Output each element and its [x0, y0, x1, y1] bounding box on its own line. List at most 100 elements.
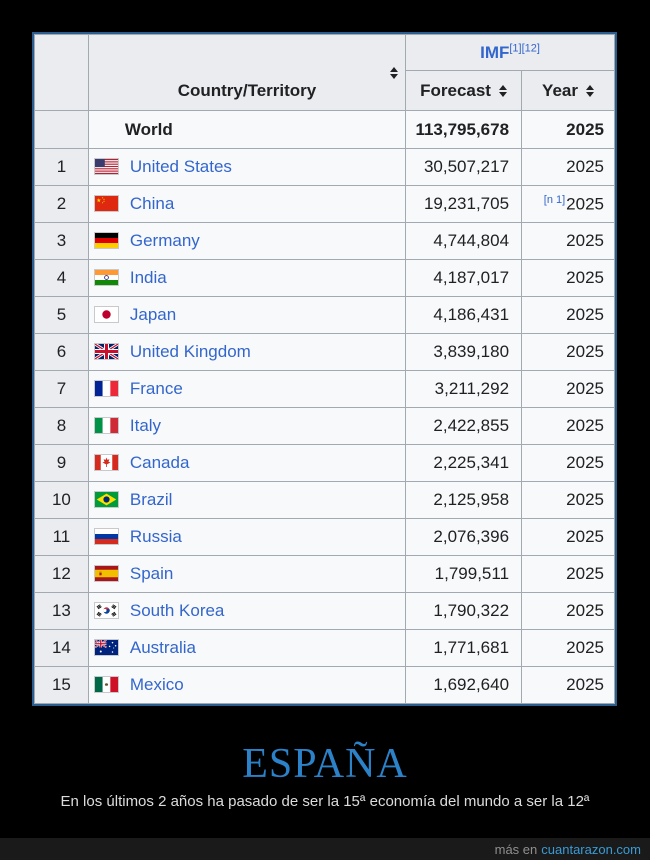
flag-de-icon [94, 233, 118, 248]
flag-fr-icon [94, 381, 118, 396]
table-row: 1 United States 30,507,217 2025 [34, 148, 615, 186]
sort-icon[interactable] [390, 66, 399, 79]
flag-br-icon [94, 492, 118, 507]
table-row: 15 Mexico 1,692,640 2025 [34, 666, 615, 704]
forecast-value: 1,692,640 [405, 666, 523, 704]
country-link[interactable]: China [129, 194, 175, 213]
year-value: 2025 [521, 518, 615, 556]
country-link[interactable]: Spain [129, 564, 174, 583]
sort-icon[interactable] [585, 85, 594, 98]
gdp-table: Country/Territory IMF[1][12] Forecast Ye… [32, 32, 617, 706]
country-link[interactable]: Australia [129, 638, 197, 657]
country-link[interactable]: India [129, 268, 167, 287]
year-value: 2025 [521, 148, 615, 186]
country-link[interactable]: France [129, 379, 183, 398]
year-value: 2025 [521, 592, 615, 630]
year-value: 2025 [521, 222, 615, 260]
flag-es-icon [94, 566, 118, 581]
imf-link[interactable]: IMF [480, 42, 510, 62]
world-forecast-value: 113,795,678 [405, 110, 523, 149]
forecast-value: 2,225,341 [405, 444, 523, 482]
rank-cell: 4 [34, 259, 89, 297]
year-value: 2025 [521, 444, 615, 482]
rank-cell: 5 [34, 296, 89, 334]
country-link[interactable]: Russia [129, 527, 182, 546]
country-link[interactable]: Canada [129, 453, 190, 472]
rank-cell: 13 [34, 592, 89, 630]
flag-mx-icon [94, 677, 118, 692]
forecast-value: 3,839,180 [405, 333, 523, 371]
flag-ru-icon [94, 529, 118, 544]
country-link[interactable]: United States [129, 157, 232, 176]
flag-in-icon [94, 270, 118, 285]
note-link[interactable]: [n 1] [543, 193, 566, 206]
world-row: World 113,795,678 2025 [34, 110, 615, 149]
flag-us-icon [94, 159, 118, 174]
flag-au-icon [94, 640, 118, 655]
year-value: 2025 [521, 666, 615, 704]
rank-cell: 11 [34, 518, 89, 556]
year-value: [n 1]2025 [521, 185, 615, 223]
forecast-value: 1,790,322 [405, 592, 523, 630]
country-column-header[interactable]: Country/Territory [87, 34, 407, 111]
year-column-header[interactable]: Year [521, 70, 615, 111]
world-year-value: 2025 [521, 110, 615, 149]
flag-kr-icon [94, 603, 118, 618]
table-row: 5 Japan 4,186,431 2025 [34, 296, 615, 334]
flag-it-icon [94, 418, 118, 433]
country-header-label: Country/Territory [177, 81, 317, 100]
watermark-site-link[interactable]: cuantarazon.com [541, 841, 641, 857]
world-label: World [124, 119, 173, 139]
country-link[interactable]: Brazil [129, 490, 173, 509]
table-row: 10 Brazil 2,125,958 2025 [34, 481, 615, 519]
sort-icon[interactable] [498, 85, 507, 98]
year-value: 2025 [521, 407, 615, 445]
table-row: 11 Russia 2,076,396 2025 [34, 518, 615, 556]
reference-1-link[interactable]: [1] [509, 41, 522, 54]
forecast-value: 1,799,511 [405, 555, 523, 593]
flag-cn-icon [94, 196, 118, 211]
year-value: 2025 [521, 259, 615, 297]
table-row: 14 Australia 1,771,681 2025 [34, 629, 615, 667]
forecast-value: 30,507,217 [405, 148, 523, 186]
rank-cell: 14 [34, 629, 89, 667]
table-row: 3 Germany 4,744,804 2025 [34, 222, 615, 260]
table-row: 13 South Korea 1,790,322 2025 [34, 592, 615, 630]
table-row: 9 Canada 2,225,341 2025 [34, 444, 615, 482]
table-row: 12 Spain 1,799,511 2025 [34, 555, 615, 593]
forecast-column-header[interactable]: Forecast [405, 70, 523, 111]
forecast-value: 2,125,958 [405, 481, 523, 519]
group-header-row: Country/Territory IMF[1][12] [34, 34, 615, 111]
year-value: 2025 [521, 333, 615, 371]
flag-ca-icon [94, 455, 118, 470]
country-link[interactable]: Italy [129, 416, 162, 435]
country-link[interactable]: United Kingdom [129, 342, 251, 361]
rank-cell [34, 110, 89, 149]
country-link[interactable]: Japan [129, 305, 177, 324]
forecast-value: 4,186,431 [405, 296, 523, 334]
country-link[interactable]: Germany [129, 231, 200, 250]
watermark-bar: más en cuantarazon.com [0, 838, 650, 860]
rank-cell: 1 [34, 148, 89, 186]
rank-column-header [34, 34, 89, 111]
forecast-value: 4,187,017 [405, 259, 523, 297]
rank-cell: 6 [34, 333, 89, 371]
reference-12-link[interactable]: [12] [521, 41, 540, 54]
rank-cell: 2 [34, 185, 89, 223]
rank-cell: 3 [34, 222, 89, 260]
caption-subtitle: En los últimos 2 años ha pasado de ser l… [60, 793, 590, 810]
rank-cell: 8 [34, 407, 89, 445]
country-link[interactable]: Mexico [129, 675, 184, 694]
rank-cell: 7 [34, 370, 89, 408]
year-value: 2025 [521, 629, 615, 667]
forecast-value: 2,076,396 [405, 518, 523, 556]
rank-cell: 10 [34, 481, 89, 519]
forecast-value: 4,744,804 [405, 222, 523, 260]
table-row: 6 United Kingdom 3,839,180 2025 [34, 333, 615, 371]
imf-group-header: IMF[1][12] [405, 34, 615, 71]
country-link[interactable]: South Korea [129, 601, 225, 620]
table-row: 4 India 4,187,017 2025 [34, 259, 615, 297]
forecast-value: 2,422,855 [405, 407, 523, 445]
year-value: 2025 [521, 481, 615, 519]
